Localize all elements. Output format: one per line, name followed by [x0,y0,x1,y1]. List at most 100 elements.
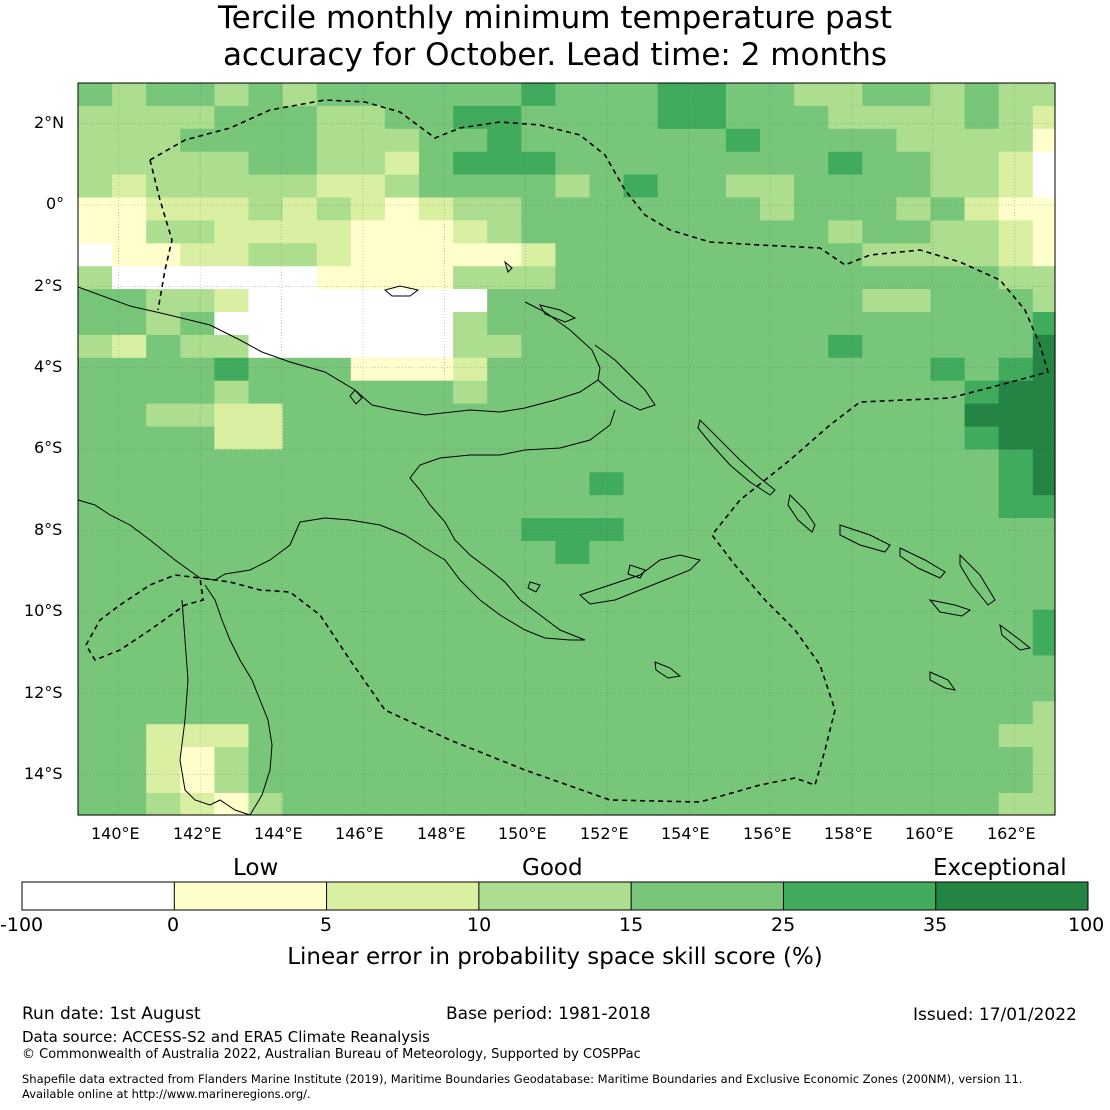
skill-cell [794,609,829,634]
skill-cell [419,380,454,405]
skill-cell [896,174,932,199]
skill-cell [828,220,863,244]
skill-cell [146,724,181,748]
skill-cell [78,83,113,107]
skill-cell [657,655,693,679]
skill-cell [350,472,386,496]
skill-cell [862,312,897,336]
colorbar-frame [21,881,1089,911]
skill-cell [555,770,591,794]
skill-cell [282,472,318,496]
skill-cell [487,266,522,290]
skill-cell [862,128,897,153]
skill-cell [487,197,522,221]
lon-label-154e: 154°E [661,824,710,843]
skill-cell [760,701,795,725]
lat-label-6s: 6°S [34,438,63,457]
skill-cell [760,747,795,771]
skill-cell [180,197,215,221]
skill-cell [998,655,1034,679]
skill-cell [862,266,897,290]
skill-cell [316,289,352,313]
skill-cell [828,289,863,313]
skill-cell [248,563,284,588]
skill-cell [1032,770,1056,794]
skill-cell [657,334,693,359]
skill-cell [623,770,659,794]
skill-cell [896,151,932,176]
chart-title: Tercile monthly minimum temperature past… [0,0,1110,74]
skill-cell [453,151,488,176]
skill-cell [282,609,318,634]
skill-cell [453,792,488,816]
skill-cell [521,380,556,405]
skill-cell [657,472,693,496]
skill-cell [78,518,113,542]
skill-cell [930,426,966,450]
skill-cell [180,701,215,725]
skill-cell [112,609,147,634]
lat-label-2s: 2°S [34,276,63,295]
skill-cell [282,220,318,244]
skill-cell [930,586,966,611]
skill-cell [589,403,625,428]
skill-cell [112,518,147,542]
skill-cell [998,449,1034,473]
skill-cell [521,151,556,176]
skill-cell [589,266,625,290]
skill-cell [282,770,318,794]
skill-cell [146,449,181,473]
skill-cell [419,632,454,657]
skill-cell [589,609,625,634]
skill-cell [725,632,761,657]
skill-cell [384,151,420,176]
skill-cell [453,609,488,634]
skill-cell [725,563,761,588]
skill-cell [453,105,488,130]
skill-cell [998,632,1034,657]
skill-cell [316,609,352,634]
skill-cell [282,747,318,771]
skill-cell [78,678,113,702]
skill-cell [896,701,932,725]
skill-cell [691,426,727,450]
skill-cell [180,792,215,816]
skill-cell [896,266,932,290]
skill-cell [657,609,693,634]
skill-cell [521,632,556,657]
skill-cell [657,151,693,176]
skill-cell [214,770,250,794]
skill-cell [214,174,250,199]
skill-cell [623,747,659,771]
skill-cell [350,770,386,794]
skill-cell [760,334,795,359]
skill-cell [453,701,488,725]
skill-cell [248,747,284,771]
skill-cell [794,724,829,748]
skill-cell [384,334,420,359]
skill-cell [1032,334,1056,359]
skill-cell [453,174,488,199]
skill-cell [794,403,829,428]
skill-cell [691,403,727,428]
skill-cell [214,586,250,611]
skill-cell [930,747,966,771]
skill-cell [691,128,727,153]
skill-cell [419,701,454,725]
skill-cell [180,243,215,267]
skill-cell [930,449,966,473]
skill-cell [794,655,829,679]
skill-cell [998,586,1034,611]
skill-cell [487,83,522,107]
skill-cell [862,678,897,702]
skill-cell [691,518,727,542]
skill-cell [1032,632,1056,657]
coastline-solomon-1 [839,524,891,553]
skill-cell [623,403,659,428]
skill-cell [760,403,795,428]
skill-cell [725,151,761,176]
coastline-bougainville [787,493,816,533]
skill-cell [214,495,250,519]
skill-cell [248,449,284,473]
skill-cell [316,220,352,244]
